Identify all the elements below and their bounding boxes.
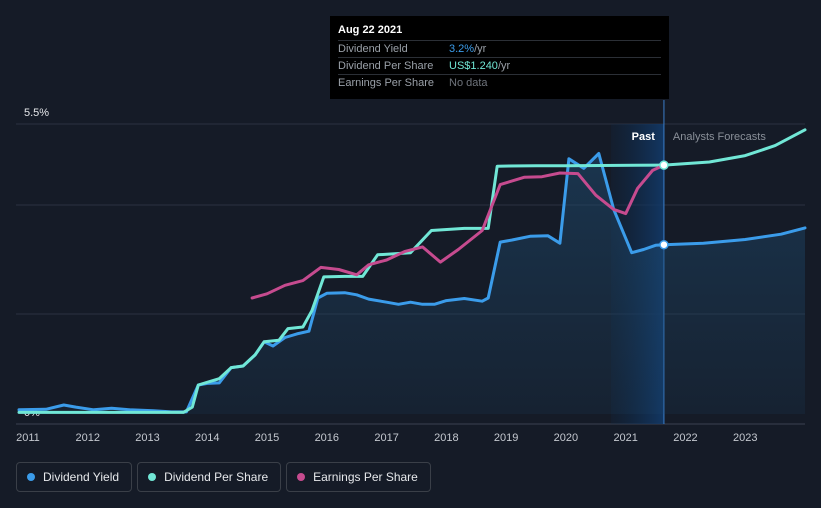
x-tick-label: 2020 xyxy=(554,432,578,444)
tooltip-unit: /yr xyxy=(497,60,511,72)
legend-label: Dividend Yield xyxy=(43,470,120,484)
dividend-per-share-line xyxy=(17,163,666,414)
x-tick-label: 2019 xyxy=(494,432,518,444)
past-label: Past xyxy=(632,131,656,143)
dividend-yield-area xyxy=(19,153,805,414)
tooltip-label: Dividend Yield xyxy=(338,43,408,55)
legend-item-earnings-per-share[interactable]: Earnings Per Share xyxy=(286,462,431,492)
x-tick-label: 2018 xyxy=(434,432,458,444)
tooltip-value: US$1.240 xyxy=(449,60,498,72)
dividend-per-share-forecast-line xyxy=(662,128,807,167)
tooltip-row-dividend-yield: Dividend Yield 3.2% /yr xyxy=(338,40,661,57)
tooltip-row-dividend-per-share: Dividend Per Share US$1.240 /yr xyxy=(338,57,661,74)
x-tick-label: 2014 xyxy=(195,432,219,444)
tooltip-label: Earnings Per Share xyxy=(338,77,434,89)
tooltip: Aug 22 2021 Dividend Yield 3.2% /yr Divi… xyxy=(330,16,669,99)
legend-dot-icon xyxy=(27,473,35,481)
legend-label: Dividend Per Share xyxy=(164,470,269,484)
legend-dot-icon xyxy=(148,473,157,481)
x-tick-label: 2023 xyxy=(733,432,757,444)
tooltip-value: No data xyxy=(449,77,488,89)
legend-dot-icon xyxy=(297,473,306,481)
x-tick-label: 2021 xyxy=(613,432,637,444)
earnings-per-share-line xyxy=(250,163,666,300)
dividend-per-share-marker xyxy=(659,160,669,170)
legend-item-dividend-yield[interactable]: Dividend Yield xyxy=(16,462,133,492)
x-tick-label: 2017 xyxy=(374,432,398,444)
x-tick-label: 2013 xyxy=(135,432,159,444)
dividend-yield-forecast-line xyxy=(662,226,807,247)
tooltip-row-earnings-per-share: Earnings Per Share No data xyxy=(338,74,661,91)
tooltip-label: Dividend Per Share xyxy=(338,60,434,72)
dividend-yield-marker xyxy=(659,239,669,250)
tooltip-value: 3.2% xyxy=(449,43,475,55)
y-tick-label: 5.5% xyxy=(24,107,49,119)
tooltip-date: Aug 22 2021 xyxy=(338,24,403,36)
x-tick-label: 2011 xyxy=(16,432,40,444)
x-tick-label: 2022 xyxy=(673,432,697,444)
tooltip-unit: /yr xyxy=(474,43,487,55)
x-tick-label: 2016 xyxy=(315,432,339,444)
x-tick-label: 2012 xyxy=(75,432,99,444)
forecast-label: Analysts Forecasts xyxy=(673,131,766,143)
legend-label: Earnings Per Share xyxy=(313,470,418,484)
x-tick-label: 2015 xyxy=(255,432,279,444)
legend-item-dividend-per-share[interactable]: Dividend Per Share xyxy=(137,462,282,492)
legend: Dividend Yield Dividend Per Share Earnin… xyxy=(16,462,431,492)
